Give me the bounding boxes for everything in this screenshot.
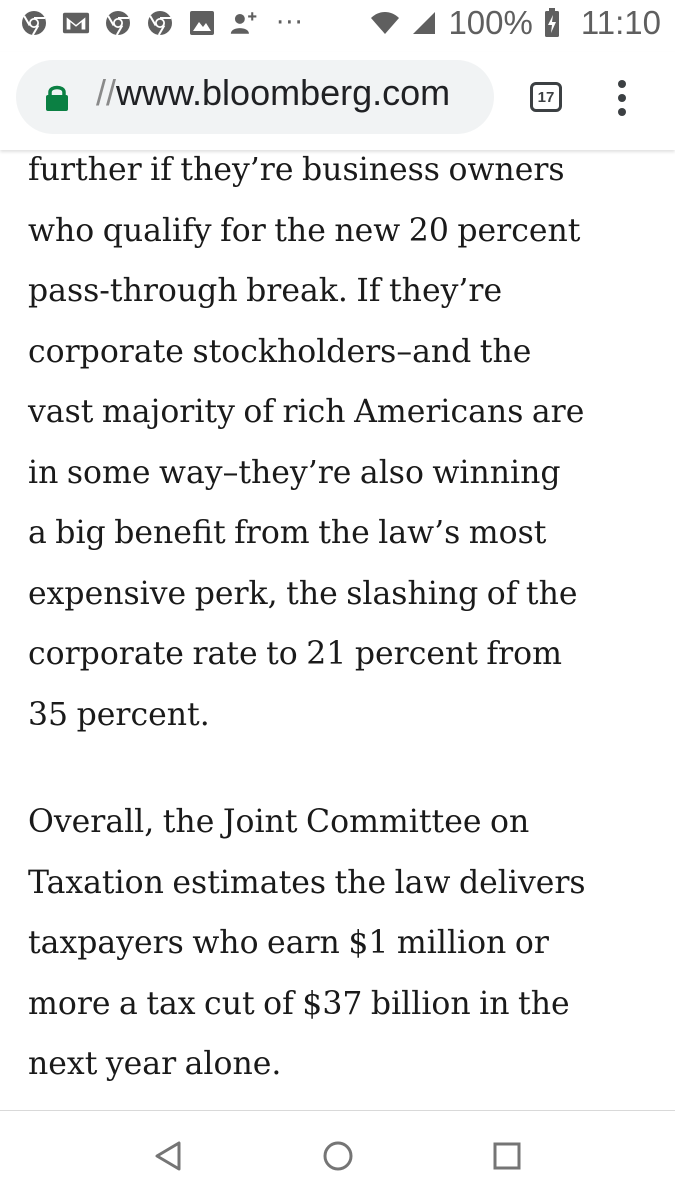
chrome-icon (146, 9, 174, 37)
text-line: vast majority of rich Americans are (28, 394, 585, 430)
url-bar[interactable]: //www.bloomberg.com (16, 60, 494, 134)
text-line: taxpayers who earn $1 million or (28, 925, 549, 961)
text-line: Overall, the Joint Committee on (28, 804, 530, 840)
text-line: a big benefit from the law’s most (28, 515, 547, 551)
wifi-icon (370, 9, 400, 37)
text-line: in some way–they’re also winning (28, 454, 561, 491)
system-status: 100% 11:10 (370, 4, 661, 42)
text-line: corporate stockholders–and the (28, 333, 532, 370)
url-text[interactable]: //www.bloomberg.com (96, 72, 450, 114)
battery-charging-icon (543, 8, 561, 37)
url-domain: www.bloomberg.com (116, 72, 451, 113)
article-paragraph: Overall, the Joint Committee on Taxation… (28, 792, 668, 1095)
text-line: 35 percent. (28, 696, 210, 733)
overflow-menu-icon[interactable] (608, 76, 636, 120)
url-prefix: // (96, 72, 117, 113)
article-paragraph: further if they’re business owners who q… (28, 140, 668, 745)
back-icon[interactable] (152, 1139, 186, 1173)
tab-switcher-button[interactable]: 17 (530, 82, 562, 112)
lock-icon (45, 84, 69, 112)
browser-toolbar: //www.bloomberg.com 17 (0, 52, 675, 150)
text-line: next year alone. (28, 1046, 282, 1082)
signal-icon (410, 9, 438, 37)
gmail-icon (62, 9, 90, 37)
text-line: more a tax cut of $37 billion in the (28, 985, 570, 1022)
chrome-icon (20, 9, 48, 37)
recents-icon[interactable] (490, 1139, 524, 1173)
clock: 11:10 (580, 4, 661, 41)
text-line: pass-through break. If they’re (28, 273, 503, 309)
status-bar: ··· 100% 11:10 (0, 0, 675, 52)
text-line: expensive perk, the slashing of the (28, 575, 578, 612)
navigation-bar (0, 1110, 675, 1201)
text-line: who qualify for the new 20 percent (28, 212, 581, 249)
image-icon (188, 9, 216, 37)
text-line: corporate rate to 21 percent from (28, 636, 562, 672)
notification-icons: ··· (20, 8, 304, 38)
text-line: Taxation estimates the law delivers (28, 864, 586, 901)
add-person-icon (230, 9, 258, 37)
chrome-icon (104, 9, 132, 37)
home-icon[interactable] (321, 1139, 355, 1173)
battery-percent: 100% (448, 4, 533, 41)
more-notifications: ··· (276, 8, 304, 38)
text-line: further if they’re business owners (28, 152, 565, 188)
